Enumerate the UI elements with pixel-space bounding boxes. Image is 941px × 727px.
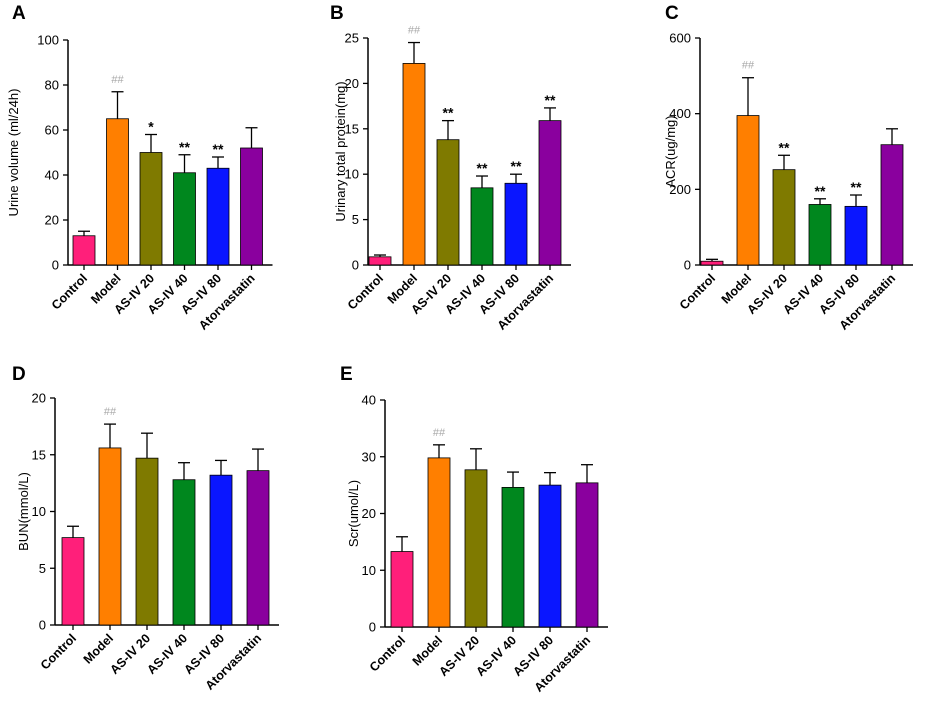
y-tick-label: 20 (362, 506, 376, 521)
panel-letter: C (665, 3, 679, 24)
y-tick-label: 15 (32, 447, 46, 462)
bar (844, 205, 868, 266)
x-tick-label: Control (677, 271, 718, 312)
bar (470, 187, 494, 266)
panel-c: C0200400600ACR(ug/mg)Control##Model**AS-… (663, 3, 913, 333)
bar (436, 139, 460, 266)
y-tick-label: 15 (345, 121, 359, 136)
x-tick-label: Control (367, 633, 408, 674)
bar (736, 115, 760, 266)
y-axis-label: Urine volume (ml/24h) (6, 89, 21, 217)
bar (427, 457, 451, 628)
y-axis-label: Scr(umol/L) (346, 480, 361, 547)
x-tick-label: Model (81, 631, 116, 666)
y-tick-label: 10 (345, 167, 359, 182)
y-tick-label: 60 (45, 123, 59, 138)
bar (135, 457, 159, 626)
panel-letter: A (12, 3, 26, 24)
bar (504, 182, 528, 266)
bar (106, 118, 129, 266)
bar (700, 260, 724, 266)
panel-a: A 0 20 40 60 80 100 Urine volume (ml/24h) Contro… (6, 3, 273, 333)
y-axis-label: ACR(ug/mg) (663, 115, 678, 187)
y-tick-label: 40 (362, 393, 376, 408)
panel-e: E010203040Scr(umol/L)Control##ModelAS-IV… (340, 364, 608, 695)
y-tick-label: 20 (32, 391, 46, 406)
panel-letter: E (340, 364, 353, 385)
bar (402, 63, 426, 266)
bar (538, 484, 562, 628)
bar (72, 235, 96, 266)
y-tick-label: 100 (37, 33, 59, 48)
y-tick-label: 0 (369, 620, 376, 635)
bar (368, 256, 392, 266)
x-tick-label: Control (49, 271, 90, 312)
significance-label: ## (111, 74, 124, 86)
significance-label: ** (815, 183, 826, 199)
y-tick-label: 25 (345, 31, 359, 46)
significance-label: ## (742, 60, 755, 72)
significance-label: ** (851, 179, 862, 195)
y-tick-label: 10 (362, 563, 376, 578)
y-tick-label: 40 (45, 168, 59, 183)
y-tick-label: 0 (684, 258, 691, 273)
y-tick-label: 0 (39, 618, 46, 633)
x-tick-label: Control (38, 631, 79, 672)
panel-d: D05101520BUN(mmol/L)Control##ModelAS-IV … (12, 364, 279, 693)
bar (209, 474, 233, 626)
panel-letter: D (12, 364, 26, 385)
y-axis-label: Urinary total protein(mg) (333, 81, 348, 221)
x-tick-label: Model (410, 633, 445, 668)
y-tick-label: 30 (362, 449, 376, 464)
bar (538, 120, 562, 266)
y-tick-label: 5 (352, 212, 359, 227)
bar (808, 204, 832, 266)
bar (772, 169, 796, 266)
bar (98, 447, 122, 626)
bar (61, 537, 85, 626)
significance-label: ** (545, 92, 556, 108)
bar (880, 144, 904, 266)
y-tick-label: 600 (669, 31, 691, 46)
significance-label: * (148, 119, 154, 135)
significance-label: ** (477, 160, 488, 176)
significance-label: ## (408, 25, 421, 37)
y-tick-label: 0 (52, 258, 59, 273)
significance-label: ** (179, 139, 190, 155)
bar (390, 551, 414, 628)
y-tick-label: 200 (669, 182, 691, 197)
y-tick-label: 5 (39, 561, 46, 576)
panel-b: B 0 5 10 15 20 25 Urinary total protein(mg) Cont… (330, 3, 571, 333)
y-tick-label: 20 (345, 76, 359, 91)
bar (172, 479, 196, 626)
significance-label: ** (779, 139, 790, 155)
bar (501, 486, 525, 628)
significance-label: ** (443, 105, 454, 121)
bar (575, 482, 599, 628)
y-tick-label: 10 (32, 504, 46, 519)
bar (246, 470, 270, 626)
y-tick-label: 80 (45, 78, 59, 93)
bar (240, 147, 263, 266)
bar (173, 172, 196, 266)
bar (464, 469, 488, 628)
panel-letter: B (330, 3, 344, 24)
significance-label: ** (511, 158, 522, 174)
y-axis-label: BUN(mmol/L) (16, 472, 31, 551)
y-tick-label: 400 (669, 106, 691, 121)
y-tick-label: 20 (45, 213, 59, 228)
significance-label: ** (213, 141, 224, 157)
significance-label: ## (104, 406, 117, 418)
bar (139, 152, 163, 266)
bar (206, 167, 230, 266)
x-tick-label: Control (345, 271, 386, 312)
significance-label: ## (433, 427, 446, 439)
y-tick-label: 0 (352, 258, 359, 273)
